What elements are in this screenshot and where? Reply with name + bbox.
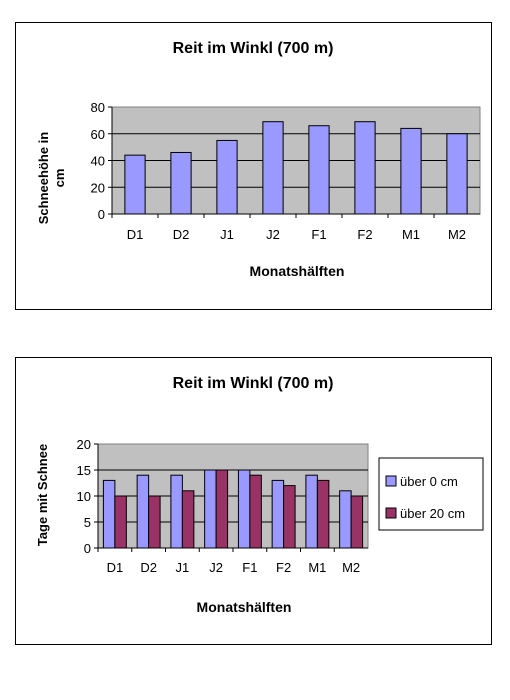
y-tick-label: 20 [91,180,105,195]
x-tick-label: J1 [176,560,190,575]
bar [204,469,217,549]
bar [271,479,285,549]
x-tick-label: M2 [448,227,466,242]
x-tick-label: F2 [276,560,291,575]
bar [339,490,352,549]
bar [181,490,195,549]
x-tick-label: M1 [402,227,420,242]
bar [283,485,296,549]
y-axis-label-line1: Schneehöhe in [36,132,51,225]
bar [170,474,183,549]
bar [249,474,262,549]
bar [124,154,146,215]
bar [350,495,364,549]
legend-swatch [385,475,397,487]
bar [237,469,251,549]
y-axis-label: Tage mit Schnee [35,444,50,546]
y-axis-label-line2: cm [52,169,67,188]
chart-snow-days: Reit im Winkl (700 m) Tage mit Schnee Mo… [35,375,484,615]
bar [102,479,116,549]
x-tick-label: D1 [127,227,144,242]
chart-title: Reit im Winkl (700 m) [173,375,334,392]
x-tick-label: M1 [308,560,326,575]
bar [148,495,161,549]
x-tick-label: J2 [209,560,223,575]
bar [308,125,330,215]
bar [400,127,422,215]
legend-swatch [385,507,397,519]
y-axis-label: Schneehöhe incm [36,132,67,225]
x-tick-label: F1 [311,227,326,242]
y-tick-label: 10 [77,489,91,504]
x-tick-label: D2 [140,560,157,575]
bar [316,479,330,549]
x-tick-label: D2 [173,227,190,242]
y-tick-label: 5 [84,515,91,530]
bar [114,495,127,549]
y-tick-label: 80 [91,100,105,115]
legend: über 0 cm über 20 cm [378,457,484,531]
y-tick-label: 15 [77,463,91,478]
y-tick-label: 40 [91,154,105,169]
y-tick-label: 0 [84,541,91,556]
y-tick-label: 60 [91,127,105,142]
x-tick-label: F2 [357,227,372,242]
bar [215,469,229,549]
bar [262,121,284,215]
x-axis-label: Monatshälften [197,599,292,615]
x-tick-label: D1 [107,560,124,575]
bar [136,474,150,549]
bar [216,139,238,215]
x-tick-label: F1 [242,560,257,575]
chart-panel-snow-depth: Reit im Winkl (700 m) Schneehöhe incm Mo… [15,22,492,310]
chart-title: Reit im Winkl (700 m) [173,40,334,57]
chart-snow-depth: Reit im Winkl (700 m) Schneehöhe incm Mo… [36,40,481,279]
y-tick-label: 0 [98,207,105,222]
x-tick-label: J2 [266,227,280,242]
bar [354,121,376,215]
bar [170,151,192,215]
x-axis-label: Monatshälften [250,263,345,279]
x-tick-label: M2 [342,560,360,575]
legend-label: über 0 cm [400,474,458,489]
chart-panel-snow-days: Reit im Winkl (700 m) Tage mit Schnee Mo… [15,357,492,645]
bar [446,133,468,215]
bar [305,474,318,549]
legend-label: über 20 cm [400,506,465,521]
x-tick-label: J1 [220,227,234,242]
y-tick-label: 20 [77,437,91,452]
